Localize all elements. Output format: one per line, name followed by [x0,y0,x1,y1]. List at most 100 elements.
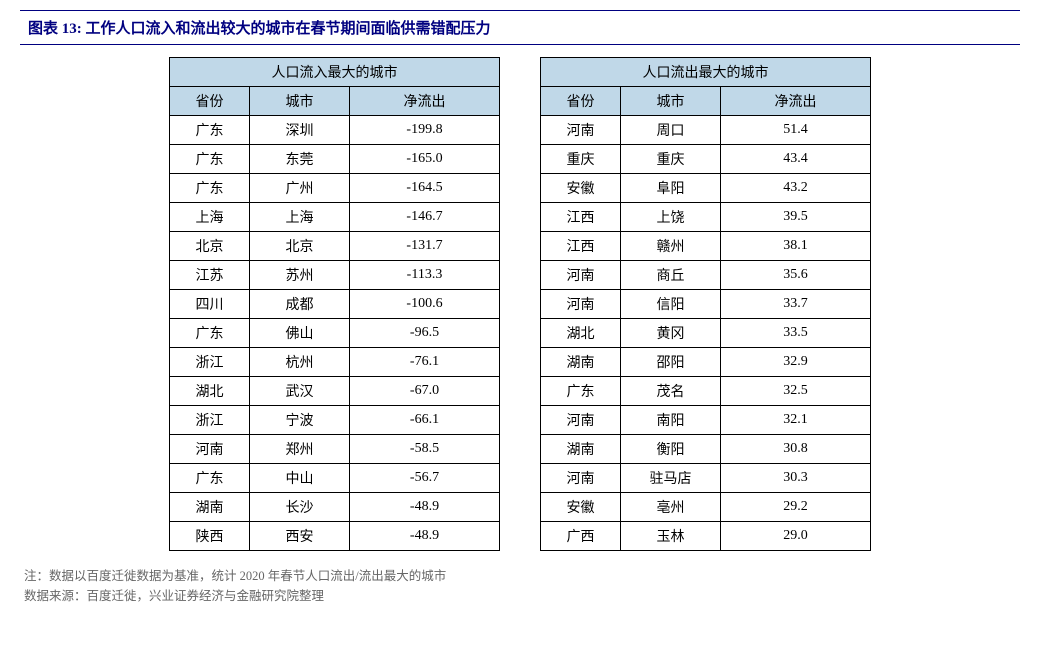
table-row: 河南南阳32.1 [541,406,871,435]
table-cell: 黄冈 [621,319,721,348]
table-row: 四川成都-100.6 [170,290,500,319]
table-cell: 广东 [170,319,250,348]
figure-title: 图表 13: 工作人口流入和流出较大的城市在春节期间面临供需错配压力 [20,10,1020,45]
right-tbody: 河南周口51.4重庆重庆43.4安徽阜阳43.2江西上饶39.5江西赣州38.1… [541,116,871,551]
table-row: 广东茂名32.5 [541,377,871,406]
table-cell: 苏州 [250,261,350,290]
table-cell: 佛山 [250,319,350,348]
table-cell: 江苏 [170,261,250,290]
left-table: 人口流入最大的城市 省份 城市 净流出 广东深圳-199.8广东东莞-165.0… [169,57,500,551]
table-cell: 广东 [170,145,250,174]
table-cell: -76.1 [350,348,500,377]
table-cell: -48.9 [350,522,500,551]
table-cell: 广西 [541,522,621,551]
footnote-line: 数据来源：百度迁徙，兴业证券经济与金融研究院整理 [24,586,1020,606]
table-row: 河南周口51.4 [541,116,871,145]
table-row: 广东中山-56.7 [170,464,500,493]
table-cell: 33.5 [721,319,871,348]
table-cell: 河南 [541,290,621,319]
table-row: 广东东莞-165.0 [170,145,500,174]
table-cell: 中山 [250,464,350,493]
table-cell: 上饶 [621,203,721,232]
col-header: 城市 [621,87,721,116]
table-row: 湖南衡阳30.8 [541,435,871,464]
table-cell: -48.9 [350,493,500,522]
table-cell: -100.6 [350,290,500,319]
table-cell: -113.3 [350,261,500,290]
table-header-row: 省份 城市 净流出 [541,87,871,116]
left-tbody: 广东深圳-199.8广东东莞-165.0广东广州-164.5上海上海-146.7… [170,116,500,551]
table-cell: 四川 [170,290,250,319]
table-cell: 河南 [541,406,621,435]
table-row: 广西玉林29.0 [541,522,871,551]
table-cell: 29.0 [721,522,871,551]
tables-wrapper: 人口流入最大的城市 省份 城市 净流出 广东深圳-199.8广东东莞-165.0… [20,57,1020,551]
table-row: 浙江杭州-76.1 [170,348,500,377]
footnotes: 注：数据以百度迁徙数据为基准，统计 2020 年春节人口流出/流出最大的城市 数… [20,566,1020,606]
right-table: 人口流出最大的城市 省份 城市 净流出 河南周口51.4重庆重庆43.4安徽阜阳… [540,57,871,551]
left-table-title: 人口流入最大的城市 [170,58,500,87]
table-cell: -164.5 [350,174,500,203]
table-cell: -146.7 [350,203,500,232]
table-row: 江西赣州38.1 [541,232,871,261]
table-cell: 安徽 [541,493,621,522]
table-row: 浙江宁波-66.1 [170,406,500,435]
right-table-title: 人口流出最大的城市 [541,58,871,87]
table-cell: 浙江 [170,406,250,435]
table-cell: 38.1 [721,232,871,261]
table-cell: 湖南 [170,493,250,522]
table-cell: 33.7 [721,290,871,319]
table-cell: 宁波 [250,406,350,435]
table-cell: 51.4 [721,116,871,145]
table-cell: 杭州 [250,348,350,377]
table-cell: 成都 [250,290,350,319]
table-row: 陕西西安-48.9 [170,522,500,551]
table-row: 河南信阳33.7 [541,290,871,319]
table-row: 上海上海-146.7 [170,203,500,232]
table-cell: 32.1 [721,406,871,435]
table-cell: 河南 [541,464,621,493]
table-cell: 江西 [541,203,621,232]
table-cell: 茂名 [621,377,721,406]
table-cell: 南阳 [621,406,721,435]
table-row: 湖南邵阳32.9 [541,348,871,377]
table-row: 北京北京-131.7 [170,232,500,261]
table-cell: -96.5 [350,319,500,348]
table-row: 湖北武汉-67.0 [170,377,500,406]
table-cell: 河南 [541,261,621,290]
table-row: 广东佛山-96.5 [170,319,500,348]
table-row: 江西上饶39.5 [541,203,871,232]
table-cell: 湖南 [541,348,621,377]
table-cell: 长沙 [250,493,350,522]
table-cell: -58.5 [350,435,500,464]
table-cell: 43.2 [721,174,871,203]
col-header: 省份 [170,87,250,116]
table-cell: 深圳 [250,116,350,145]
table-cell: 驻马店 [621,464,721,493]
table-cell: 周口 [621,116,721,145]
table-cell: 29.2 [721,493,871,522]
table-cell: 32.5 [721,377,871,406]
figure-container: 图表 13: 工作人口流入和流出较大的城市在春节期间面临供需错配压力 人口流入最… [0,0,1040,616]
table-cell: 上海 [250,203,350,232]
table-row: 广东广州-164.5 [170,174,500,203]
table-cell: 广东 [541,377,621,406]
table-cell: 30.8 [721,435,871,464]
col-header: 省份 [541,87,621,116]
table-cell: 商丘 [621,261,721,290]
table-cell: 武汉 [250,377,350,406]
table-title-row: 人口流入最大的城市 [170,58,500,87]
table-cell: 广州 [250,174,350,203]
table-cell: 湖北 [170,377,250,406]
table-cell: 信阳 [621,290,721,319]
table-cell: 32.9 [721,348,871,377]
table-cell: 上海 [170,203,250,232]
table-cell: 北京 [250,232,350,261]
table-cell: -131.7 [350,232,500,261]
table-cell: 阜阳 [621,174,721,203]
table-row: 河南商丘35.6 [541,261,871,290]
table-cell: 邵阳 [621,348,721,377]
table-cell: 广东 [170,116,250,145]
table-cell: -165.0 [350,145,500,174]
table-cell: 广东 [170,464,250,493]
